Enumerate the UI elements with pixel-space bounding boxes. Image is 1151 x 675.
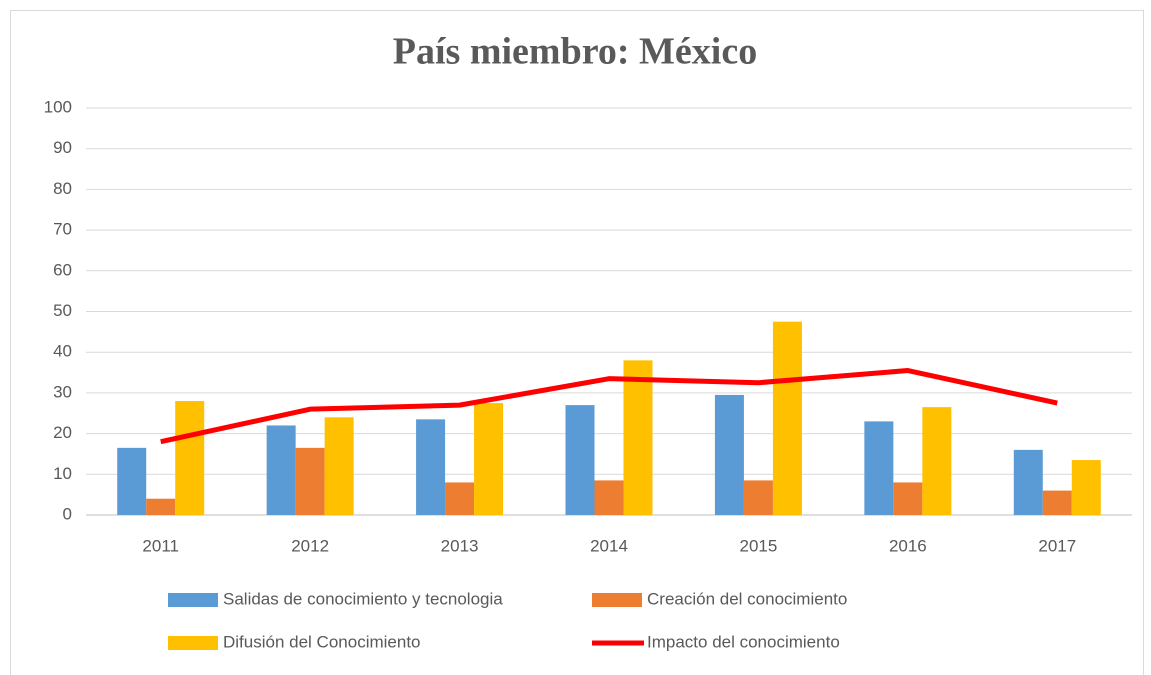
bar xyxy=(594,480,624,515)
legend-label: Impacto del conocimiento xyxy=(647,632,840,651)
x-tick-label: 2015 xyxy=(740,536,778,555)
x-tick-label: 2011 xyxy=(142,536,179,555)
x-tick-label: 2016 xyxy=(889,536,927,555)
y-tick-label: 70 xyxy=(53,220,72,239)
bar xyxy=(117,447,147,515)
bar xyxy=(743,480,773,515)
bar xyxy=(1071,460,1101,515)
bar xyxy=(1013,449,1043,515)
bar xyxy=(324,417,354,515)
bar xyxy=(175,401,205,515)
legend-label: Creación del conocimiento xyxy=(647,589,847,608)
bar xyxy=(416,419,446,515)
y-tick-label: 90 xyxy=(53,138,72,157)
y-tick-label: 100 xyxy=(44,97,72,116)
legend-swatch xyxy=(168,593,218,607)
x-tick-label: 2017 xyxy=(1038,536,1076,555)
bar xyxy=(565,405,595,515)
bar xyxy=(146,498,176,515)
y-tick-label: 20 xyxy=(53,423,72,442)
y-tick-label: 60 xyxy=(53,260,72,279)
y-tick-label: 30 xyxy=(53,382,72,401)
legend-label: Salidas de conocimiento y tecnologia xyxy=(223,589,503,608)
legend-label: Difusión del Conocimiento xyxy=(223,632,421,651)
bar xyxy=(772,321,802,515)
bar xyxy=(922,407,952,515)
y-tick-label: 80 xyxy=(53,179,72,198)
y-tick-label: 50 xyxy=(53,301,72,320)
x-tick-label: 2014 xyxy=(590,536,628,555)
bar xyxy=(714,394,744,515)
chart-border xyxy=(10,10,1144,675)
bar xyxy=(623,360,653,515)
bar xyxy=(266,425,296,515)
x-tick-label: 2012 xyxy=(291,536,329,555)
bar xyxy=(445,482,475,515)
bar xyxy=(893,482,923,515)
bar xyxy=(295,447,325,515)
y-tick-label: 10 xyxy=(53,464,72,483)
legend-swatch xyxy=(168,636,218,650)
y-tick-label: 0 xyxy=(63,504,72,523)
bar xyxy=(1042,490,1072,515)
y-tick-label: 40 xyxy=(53,342,72,361)
line xyxy=(160,368,1058,445)
x-tick-label: 2013 xyxy=(441,536,479,555)
chart-title: País miembro: México xyxy=(393,31,757,73)
legend-swatch xyxy=(592,593,642,607)
bar xyxy=(474,403,504,515)
bar xyxy=(864,421,894,515)
